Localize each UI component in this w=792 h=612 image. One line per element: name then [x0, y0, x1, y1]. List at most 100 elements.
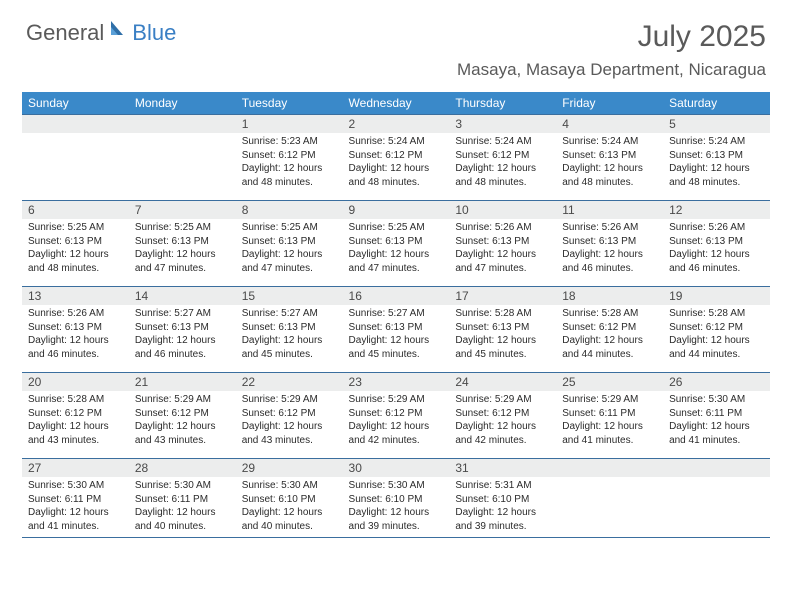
day-content: Sunrise: 5:28 AMSunset: 6:12 PMDaylight:…	[22, 391, 129, 451]
weekday-header: Tuesday	[236, 92, 343, 114]
day-content: Sunrise: 5:24 AMSunset: 6:12 PMDaylight:…	[343, 133, 450, 193]
day-number: 24	[449, 372, 556, 391]
calendar-day-cell: 21Sunrise: 5:29 AMSunset: 6:12 PMDayligh…	[129, 372, 236, 458]
calendar-day-cell: 28Sunrise: 5:30 AMSunset: 6:11 PMDayligh…	[129, 458, 236, 537]
calendar-week-row: 20Sunrise: 5:28 AMSunset: 6:12 PMDayligh…	[22, 372, 770, 458]
day-number	[556, 458, 663, 477]
day-content: Sunrise: 5:30 AMSunset: 6:10 PMDaylight:…	[236, 477, 343, 537]
day-number: 17	[449, 286, 556, 305]
calendar-day-cell: 17Sunrise: 5:28 AMSunset: 6:13 PMDayligh…	[449, 286, 556, 372]
day-content: Sunrise: 5:28 AMSunset: 6:12 PMDaylight:…	[556, 305, 663, 365]
day-content: Sunrise: 5:23 AMSunset: 6:12 PMDaylight:…	[236, 133, 343, 193]
calendar-day-cell: 8Sunrise: 5:25 AMSunset: 6:13 PMDaylight…	[236, 200, 343, 286]
calendar-day-cell: 15Sunrise: 5:27 AMSunset: 6:13 PMDayligh…	[236, 286, 343, 372]
day-content: Sunrise: 5:30 AMSunset: 6:10 PMDaylight:…	[343, 477, 450, 537]
day-number: 19	[663, 286, 770, 305]
day-content: Sunrise: 5:26 AMSunset: 6:13 PMDaylight:…	[22, 305, 129, 365]
day-number: 23	[343, 372, 450, 391]
day-content: Sunrise: 5:26 AMSunset: 6:13 PMDaylight:…	[449, 219, 556, 279]
day-content: Sunrise: 5:25 AMSunset: 6:13 PMDaylight:…	[22, 219, 129, 279]
calendar-day-cell: 24Sunrise: 5:29 AMSunset: 6:12 PMDayligh…	[449, 372, 556, 458]
day-content: Sunrise: 5:25 AMSunset: 6:13 PMDaylight:…	[343, 219, 450, 279]
calendar-day-cell: 14Sunrise: 5:27 AMSunset: 6:13 PMDayligh…	[129, 286, 236, 372]
day-content: Sunrise: 5:27 AMSunset: 6:13 PMDaylight:…	[129, 305, 236, 365]
day-content: Sunrise: 5:29 AMSunset: 6:11 PMDaylight:…	[556, 391, 663, 451]
logo-text-general: General	[26, 20, 104, 46]
day-number	[22, 114, 129, 133]
calendar-day-cell: 4Sunrise: 5:24 AMSunset: 6:13 PMDaylight…	[556, 114, 663, 200]
calendar-day-cell: 1Sunrise: 5:23 AMSunset: 6:12 PMDaylight…	[236, 114, 343, 200]
calendar-week-row: 1Sunrise: 5:23 AMSunset: 6:12 PMDaylight…	[22, 114, 770, 200]
title-block: July 2025 Masaya, Masaya Department, Nic…	[457, 20, 766, 80]
calendar-day-cell: 3Sunrise: 5:24 AMSunset: 6:12 PMDaylight…	[449, 114, 556, 200]
day-number: 3	[449, 114, 556, 133]
day-number: 7	[129, 200, 236, 219]
day-content: Sunrise: 5:24 AMSunset: 6:13 PMDaylight:…	[663, 133, 770, 193]
day-number: 2	[343, 114, 450, 133]
calendar-day-cell: 27Sunrise: 5:30 AMSunset: 6:11 PMDayligh…	[22, 458, 129, 537]
day-content: Sunrise: 5:29 AMSunset: 6:12 PMDaylight:…	[449, 391, 556, 451]
calendar-day-cell: 26Sunrise: 5:30 AMSunset: 6:11 PMDayligh…	[663, 372, 770, 458]
calendar-day-cell	[129, 114, 236, 200]
day-number	[663, 458, 770, 477]
day-content: Sunrise: 5:25 AMSunset: 6:13 PMDaylight:…	[236, 219, 343, 279]
calendar-day-cell: 13Sunrise: 5:26 AMSunset: 6:13 PMDayligh…	[22, 286, 129, 372]
calendar-day-cell: 10Sunrise: 5:26 AMSunset: 6:13 PMDayligh…	[449, 200, 556, 286]
day-number: 28	[129, 458, 236, 477]
day-content: Sunrise: 5:27 AMSunset: 6:13 PMDaylight:…	[236, 305, 343, 365]
weekday-header: Saturday	[663, 92, 770, 114]
day-number: 25	[556, 372, 663, 391]
weekday-header: Monday	[129, 92, 236, 114]
day-number: 1	[236, 114, 343, 133]
day-content: Sunrise: 5:25 AMSunset: 6:13 PMDaylight:…	[129, 219, 236, 279]
logo-sail-icon	[109, 19, 129, 42]
day-content: Sunrise: 5:24 AMSunset: 6:12 PMDaylight:…	[449, 133, 556, 193]
day-content: Sunrise: 5:28 AMSunset: 6:13 PMDaylight:…	[449, 305, 556, 365]
calendar-day-cell: 7Sunrise: 5:25 AMSunset: 6:13 PMDaylight…	[129, 200, 236, 286]
calendar-day-cell: 23Sunrise: 5:29 AMSunset: 6:12 PMDayligh…	[343, 372, 450, 458]
logo-text-blue: Blue	[132, 20, 176, 46]
calendar-week-row: 27Sunrise: 5:30 AMSunset: 6:11 PMDayligh…	[22, 458, 770, 537]
day-number: 4	[556, 114, 663, 133]
calendar-week-row: 13Sunrise: 5:26 AMSunset: 6:13 PMDayligh…	[22, 286, 770, 372]
day-number: 5	[663, 114, 770, 133]
calendar-day-cell: 19Sunrise: 5:28 AMSunset: 6:12 PMDayligh…	[663, 286, 770, 372]
day-number: 13	[22, 286, 129, 305]
day-content: Sunrise: 5:30 AMSunset: 6:11 PMDaylight:…	[129, 477, 236, 537]
day-number: 22	[236, 372, 343, 391]
day-number: 18	[556, 286, 663, 305]
calendar-day-cell: 18Sunrise: 5:28 AMSunset: 6:12 PMDayligh…	[556, 286, 663, 372]
weekday-header: Friday	[556, 92, 663, 114]
day-content: Sunrise: 5:29 AMSunset: 6:12 PMDaylight:…	[343, 391, 450, 451]
day-number	[129, 114, 236, 133]
day-content: Sunrise: 5:26 AMSunset: 6:13 PMDaylight:…	[663, 219, 770, 279]
day-number: 21	[129, 372, 236, 391]
location-text: Masaya, Masaya Department, Nicaragua	[457, 60, 766, 80]
day-number: 11	[556, 200, 663, 219]
calendar-day-cell: 30Sunrise: 5:30 AMSunset: 6:10 PMDayligh…	[343, 458, 450, 537]
day-number: 8	[236, 200, 343, 219]
calendar-day-cell: 6Sunrise: 5:25 AMSunset: 6:13 PMDaylight…	[22, 200, 129, 286]
day-number: 30	[343, 458, 450, 477]
calendar-table: Sunday Monday Tuesday Wednesday Thursday…	[22, 92, 770, 537]
calendar-day-cell	[22, 114, 129, 200]
calendar-day-cell: 29Sunrise: 5:30 AMSunset: 6:10 PMDayligh…	[236, 458, 343, 537]
day-content: Sunrise: 5:30 AMSunset: 6:11 PMDaylight:…	[663, 391, 770, 451]
weekday-header: Wednesday	[343, 92, 450, 114]
day-number: 26	[663, 372, 770, 391]
calendar-day-cell: 5Sunrise: 5:24 AMSunset: 6:13 PMDaylight…	[663, 114, 770, 200]
day-number: 12	[663, 200, 770, 219]
calendar-bottom-border	[22, 537, 770, 538]
calendar-day-cell: 20Sunrise: 5:28 AMSunset: 6:12 PMDayligh…	[22, 372, 129, 458]
header: General Blue July 2025 Masaya, Masaya De…	[0, 0, 792, 84]
day-number: 10	[449, 200, 556, 219]
day-content: Sunrise: 5:31 AMSunset: 6:10 PMDaylight:…	[449, 477, 556, 537]
calendar-day-cell: 22Sunrise: 5:29 AMSunset: 6:12 PMDayligh…	[236, 372, 343, 458]
month-title: July 2025	[457, 20, 766, 54]
day-content: Sunrise: 5:26 AMSunset: 6:13 PMDaylight:…	[556, 219, 663, 279]
calendar-day-cell: 11Sunrise: 5:26 AMSunset: 6:13 PMDayligh…	[556, 200, 663, 286]
calendar-day-cell: 31Sunrise: 5:31 AMSunset: 6:10 PMDayligh…	[449, 458, 556, 537]
weekday-header-row: Sunday Monday Tuesday Wednesday Thursday…	[22, 92, 770, 114]
day-content: Sunrise: 5:28 AMSunset: 6:12 PMDaylight:…	[663, 305, 770, 365]
day-number: 14	[129, 286, 236, 305]
